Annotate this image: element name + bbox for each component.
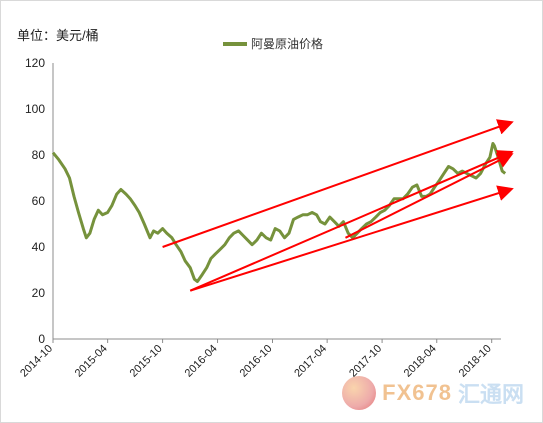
legend-swatch xyxy=(223,41,247,46)
trend-arrow xyxy=(189,185,514,292)
legend: 阿曼原油价格 xyxy=(223,35,323,52)
x-tick-label: 2017-10 xyxy=(347,343,384,380)
x-tick-label: 2018-10 xyxy=(457,343,494,380)
x-tick-label: 2017-04 xyxy=(292,343,329,380)
unit-label: 单位：美元/桶 xyxy=(17,28,99,43)
trend-arrow xyxy=(162,119,514,248)
x-tick-label: 2015-10 xyxy=(128,343,165,380)
y-tick-label: 120 xyxy=(25,56,45,70)
x-tick-label: 2018-04 xyxy=(402,343,439,380)
watermark-text-cn: 汇通网 xyxy=(457,382,524,407)
y-tick-label: 20 xyxy=(32,286,46,300)
legend-label: 阿曼原油价格 xyxy=(251,37,324,51)
x-tick-label: 2015-04 xyxy=(73,343,110,380)
x-tick-label: 2016-10 xyxy=(238,343,275,380)
series-line xyxy=(51,142,507,283)
y-tick-label: 100 xyxy=(25,102,45,116)
trend-arrow xyxy=(189,150,514,292)
x-tick-label: 2014-10 xyxy=(18,343,55,380)
watermark: FX678 汇通网 xyxy=(342,376,524,410)
watermark-text: FX678 xyxy=(382,380,452,405)
y-tick-label: 40 xyxy=(32,240,46,254)
x-tick-label: 2016-04 xyxy=(183,343,220,380)
trend-arrow xyxy=(345,153,514,239)
fx678-logo-icon xyxy=(342,376,377,410)
y-tick-label: 0 xyxy=(38,332,45,346)
y-tick-label: 60 xyxy=(32,194,46,208)
y-tick-label: 80 xyxy=(32,148,46,162)
